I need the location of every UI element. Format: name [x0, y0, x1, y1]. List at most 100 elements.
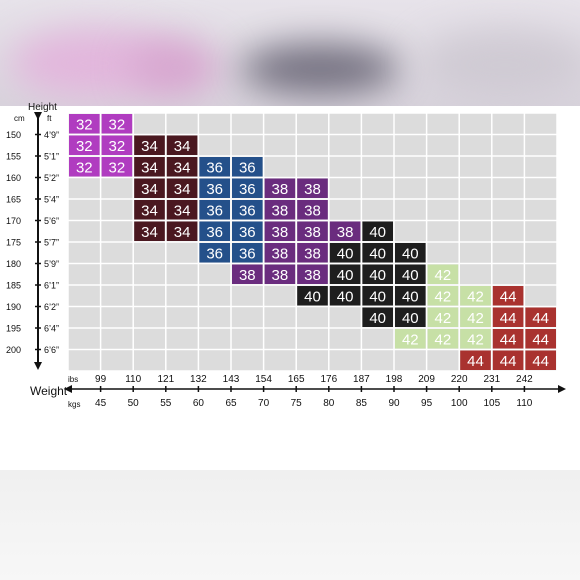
lbs-tick-label: 198 — [386, 374, 403, 385]
grid-cell — [166, 113, 198, 134]
size-label: 40 — [369, 310, 386, 327]
grid-cell — [68, 350, 100, 371]
kgs-tick-label: 60 — [193, 398, 205, 409]
size-cell — [101, 114, 133, 134]
grid-cell — [394, 199, 426, 220]
grid-cell — [68, 264, 100, 285]
grid-cell — [362, 199, 394, 220]
size-label: 36 — [206, 181, 223, 198]
kgs-tick-label: 100 — [451, 398, 468, 409]
ft-tick-label: 5’7” — [44, 238, 59, 248]
size-label: 40 — [369, 288, 386, 305]
grid-cell — [296, 156, 329, 177]
ft-tick-label: 5’6” — [44, 216, 59, 226]
size-label: 36 — [239, 181, 256, 198]
size-cell — [264, 243, 296, 263]
lbs-tick-label: 154 — [255, 374, 272, 385]
size-label: 38 — [337, 224, 354, 241]
grid-cell — [264, 113, 296, 134]
grid-cell — [199, 264, 231, 285]
size-cell — [460, 307, 491, 327]
size-cell — [264, 178, 296, 198]
size-cell — [460, 286, 491, 306]
grid-cell — [329, 199, 361, 220]
grid-cell — [68, 221, 100, 242]
size-label: 36 — [206, 245, 223, 262]
grid-cell — [199, 135, 231, 156]
grid-cell — [362, 156, 394, 177]
grid-cell — [427, 178, 459, 199]
size-label: 34 — [141, 181, 158, 198]
grid-cell — [199, 328, 231, 349]
grid-cell — [101, 285, 133, 306]
grid-cell — [362, 113, 394, 134]
cm-tick-label: 175 — [6, 238, 21, 248]
grid-cell — [296, 135, 329, 156]
size-cell — [427, 307, 459, 327]
size-cell — [492, 307, 524, 327]
size-label: 40 — [369, 245, 386, 262]
size-cell — [101, 157, 133, 177]
grid-cell — [525, 264, 557, 285]
grid-cell — [199, 350, 231, 371]
size-cell — [232, 157, 263, 177]
ft-tick-label: 5’1” — [44, 152, 59, 162]
size-cell — [329, 286, 361, 306]
size-label: 44 — [500, 353, 517, 370]
grid-cell — [329, 350, 361, 371]
grid-cell — [329, 156, 361, 177]
size-cell — [166, 221, 198, 241]
grid-cell — [68, 199, 100, 220]
kgs-tick-label: 70 — [258, 398, 270, 409]
size-cell — [232, 264, 263, 284]
size-label: 34 — [174, 181, 191, 198]
grid-cell — [525, 135, 557, 156]
ft-unit-label: ft — [47, 114, 52, 123]
size-label: 44 — [500, 288, 517, 305]
grid-cell — [329, 307, 361, 328]
size-label: 34 — [174, 138, 191, 155]
size-cell — [134, 221, 165, 241]
height-axis: Height cm ft 150 4’9” 155 5’1” 160 5’2” 165 5’4… — [6, 102, 59, 370]
size-label: 34 — [174, 202, 191, 219]
size-label: 44 — [532, 353, 549, 370]
size-label: 40 — [337, 245, 354, 262]
size-cell — [427, 329, 459, 349]
blur-blob — [240, 44, 400, 94]
kgs-unit-label: kgs — [68, 400, 80, 409]
grid-cell — [525, 242, 557, 263]
size-label: 40 — [402, 288, 419, 305]
size-cell — [264, 264, 296, 284]
grid-cell — [459, 178, 492, 199]
size-label: 34 — [141, 224, 158, 241]
grid-cell — [264, 285, 296, 306]
size-cell — [362, 307, 393, 327]
size-cell — [492, 286, 524, 306]
size-cell — [101, 135, 133, 155]
grid-cell — [492, 242, 524, 263]
size-label: 40 — [304, 288, 321, 305]
height-axis-arrow-bottom — [34, 362, 42, 370]
grid-cell — [264, 156, 296, 177]
lbs-tick-label: 187 — [353, 374, 370, 385]
ft-tick-label: 6’1” — [44, 281, 59, 291]
blur-blob — [420, 30, 580, 100]
grid-cell — [101, 221, 133, 242]
weight-axis-arrow-left — [64, 385, 72, 393]
size-label: 32 — [76, 116, 93, 133]
size-label: 40 — [402, 245, 419, 262]
blurred-footer — [0, 470, 580, 580]
kgs-tick-label: 85 — [356, 398, 368, 409]
lbs-tick-label: 121 — [157, 374, 174, 385]
grid-cell — [525, 199, 557, 220]
grid-cell — [492, 156, 524, 177]
size-cell — [69, 114, 100, 134]
blur-blob — [130, 40, 220, 95]
size-cell — [395, 243, 426, 263]
kgs-tick-label: 55 — [160, 398, 172, 409]
size-label: 42 — [467, 310, 484, 327]
grid-cell — [68, 328, 100, 349]
size-cell — [395, 286, 426, 306]
size-label: 44 — [500, 331, 517, 348]
